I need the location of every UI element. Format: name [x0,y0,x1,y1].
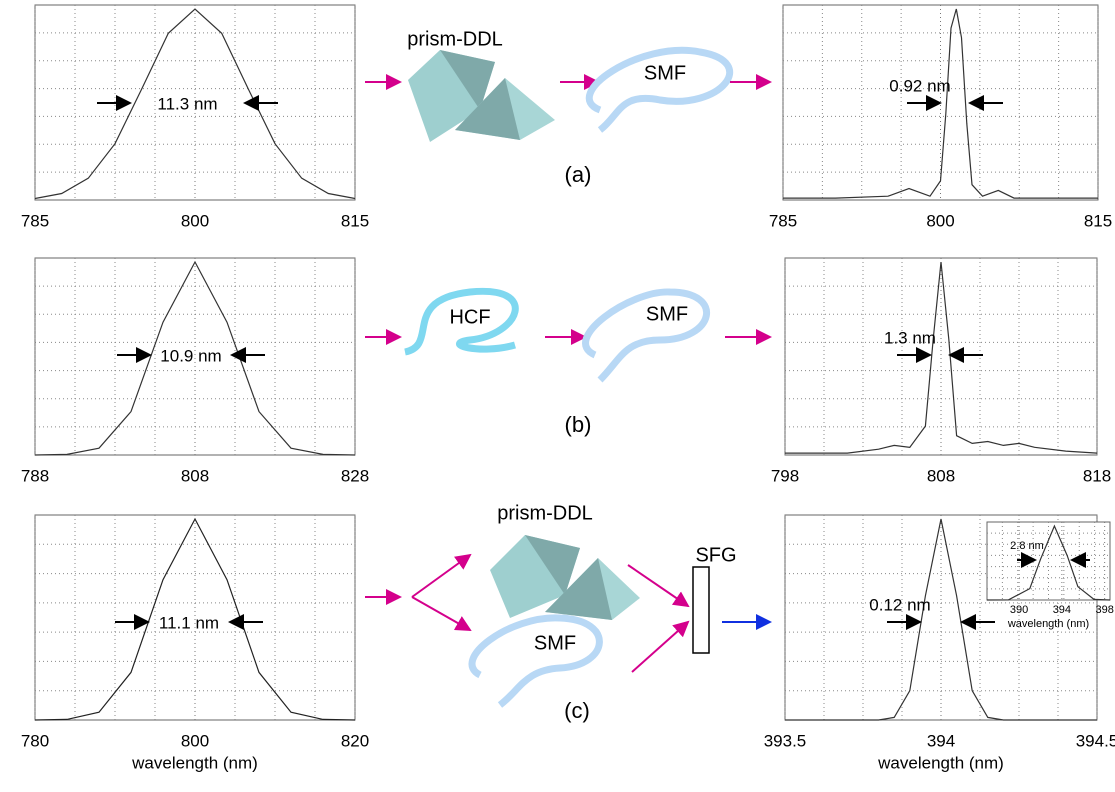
x-axis-label: wavelength (nm) [131,753,258,772]
plot: 785 800 815 11.3 nm [21,5,369,230]
label: SMF [644,62,686,84]
fwhm-label: 0.12 nm [869,595,930,614]
x-tick-label: 815 [341,211,369,230]
plot-frame [987,522,1110,600]
x-tick-label: 808 [927,466,955,485]
x-tick-label: 394 [1053,604,1071,616]
x-tick-label: 798 [771,466,799,485]
label: SMF [646,303,688,325]
label: (c) [564,698,590,723]
plot: 780 800 820 wavelength (nm) 11.1 nm [21,515,369,772]
x-tick-label: 390 [1010,604,1028,616]
prism-pair [408,50,555,142]
plot: 798 808 818 1.3 nm [771,258,1111,485]
diagram [365,50,770,705]
plot: 788 808 828 10.9 nm [21,258,369,485]
label: HCF [449,306,490,328]
label: prism-DDL [497,502,593,524]
label: prism-DDL [407,28,503,50]
x-tick-label: 828 [341,466,369,485]
prism-pair [490,535,640,620]
fwhm-label: 11.1 nm [159,613,219,632]
fwhm-label: 0.92 nm [889,76,950,95]
x-tick-label: 800 [926,211,954,230]
x-tick-label: 818 [1083,466,1111,485]
x-tick-label: 394.5 [1076,731,1115,750]
plot-frame [783,5,1098,200]
label: SMF [534,632,576,654]
page: 785 800 815 11.3 nm 785 800 815 0.92 nm 788 808 82… [0,0,1115,792]
x-tick-label: 785 [21,211,49,230]
fwhm-label: 1.3 nm [884,328,936,347]
x-tick-label: 788 [21,466,49,485]
label: (b) [565,412,592,437]
x-tick-label: 820 [341,731,369,750]
fiber-loop [472,618,599,705]
x-axis-label: wavelength (nm) [1007,618,1089,630]
x-tick-label: 800 [181,731,209,750]
arrow [412,555,470,597]
x-tick-label: 780 [21,731,49,750]
arrow [632,622,688,672]
x-tick-label: 393.5 [764,731,807,750]
sfg-crystal [693,567,709,653]
x-tick-label: 398 [1095,604,1113,616]
arrow [412,597,470,630]
fwhm-label: 2.8 nm [1010,540,1044,552]
x-tick-label: 815 [1084,211,1112,230]
label: SFG [695,544,736,566]
fwhm-label: 11.3 nm [157,94,217,113]
plot-frame [785,258,1097,455]
x-tick-label: 808 [181,466,209,485]
x-tick-label: 800 [181,211,209,230]
x-tick-label: 785 [769,211,797,230]
fwhm-label: 10.9 nm [160,346,221,365]
label: (a) [565,162,592,187]
x-axis-label: wavelength (nm) [877,753,1004,772]
figure: 785 800 815 11.3 nm 785 800 815 0.92 nm 788 808 82… [0,0,1115,787]
x-tick-label: 394 [927,731,955,750]
plot: 785 800 815 0.92 nm [769,5,1112,230]
